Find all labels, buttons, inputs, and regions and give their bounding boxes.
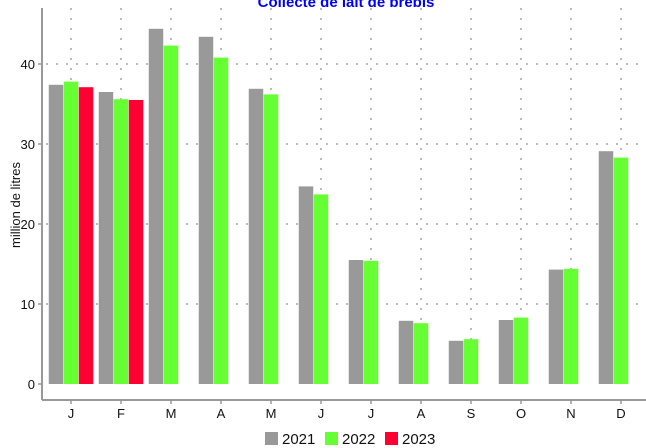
bar-2022-2 [163,45,179,384]
x-tick-label-11: D [616,406,625,421]
bar-2022-0 [63,81,79,384]
bar-2021-4 [248,88,264,385]
x-tick-label-9: O [516,406,526,421]
bar-2021-10 [548,269,564,384]
bar-2023-0 [78,87,94,384]
legend: 2021 2022 2023 [265,431,435,448]
bar-2021-6 [348,260,364,384]
bar-2022-4 [263,94,279,385]
x-tick-label-7: A [417,406,426,421]
bar-2022-10 [563,268,579,384]
bar-2021-9 [498,320,514,384]
bar-2021-5 [298,186,314,384]
y-tick-label-1: 10 [21,297,35,312]
legend-swatch-2021 [265,432,278,445]
tick-labels: 0 10 20 30 40 J F M A M J J A S O N D [21,57,626,421]
x-tick-label-6: J [368,406,375,421]
bar-2021-0 [48,84,64,385]
y-tick-label-3: 30 [21,137,35,152]
bar-2022-7 [413,323,429,384]
y-tick-label-2: 20 [21,217,35,232]
x-tick-label-1: F [117,406,125,421]
bar-2021-2 [148,28,164,385]
legend-swatch-2022 [325,432,338,445]
bar-2022-8 [463,339,479,384]
x-tick-label-3: A [217,406,226,421]
bar-2022-5 [313,194,329,384]
bar-2021-1 [98,92,114,384]
x-tick-label-4: M [266,406,277,421]
y-axis-label: million de litres [8,162,23,248]
grid [46,8,646,384]
x-tick-label-8: S [467,406,476,421]
x-tick-label-2: M [166,406,177,421]
bar-2021-11 [598,151,614,384]
legend-swatch-2023 [385,432,398,445]
bars [48,28,629,385]
y-tick-label-4: 40 [21,57,35,72]
bar-2023-1 [128,100,144,384]
x-tick-label-0: J [68,406,75,421]
x-tick-label-10: N [566,406,575,421]
legend-label-2021: 2021 [282,431,315,448]
y-tick-label-0: 0 [28,377,35,392]
axes [41,8,646,401]
bar-2022-11 [613,157,629,384]
x-tick-label-5: J [318,406,325,421]
legend-label-2022: 2022 [342,431,375,448]
chart-title: Collecte de lait de brebis [258,0,435,11]
bar-2021-8 [448,340,464,384]
bar-2021-3 [198,36,214,385]
bar-2022-9 [513,317,529,384]
legend-label-2023: 2023 [402,431,435,448]
bar-2021-7 [398,320,414,384]
bar-2022-1 [113,99,129,384]
bar-2022-3 [213,57,229,384]
bar-2022-6 [363,260,379,384]
